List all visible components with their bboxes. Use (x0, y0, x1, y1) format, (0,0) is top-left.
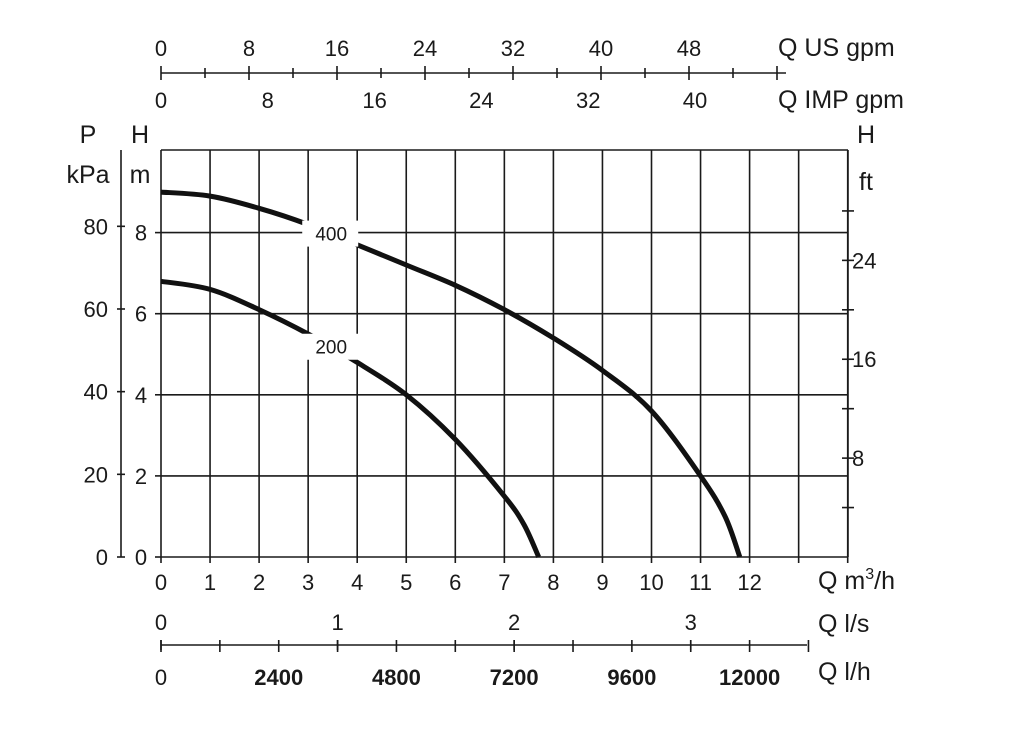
curve-label-bg-200 (302, 333, 359, 360)
tick-label-m3h: 7 (498, 570, 510, 595)
tick-label-imp-gpm: 8 (262, 88, 274, 113)
tick-label-h-ft: 24 (852, 248, 876, 273)
axis-title-m: m (130, 161, 151, 189)
tick-label-h-m: 0 (135, 545, 147, 570)
tick-label-m3h: 9 (596, 570, 608, 595)
tick-label-lh: 4800 (372, 665, 421, 690)
tick-label-ls: 0 (155, 610, 167, 635)
tick-label-us-gpm: 16 (325, 36, 349, 61)
axis-title-q-lh: Q l/h (818, 658, 871, 686)
tick-label-m3h: 12 (737, 570, 761, 595)
tick-label-lh: 0 (155, 665, 167, 690)
tick-label-h-ft: 16 (852, 347, 876, 372)
axis-title-q-m3h-prefix: Q m (818, 567, 865, 595)
tick-label-h-ft: 8 (852, 446, 864, 471)
tick-label-m3h: 2 (253, 570, 265, 595)
curve-label-200: 200 (315, 338, 347, 359)
tick-label-m3h: 4 (351, 570, 363, 595)
tick-label-imp-gpm: 16 (362, 88, 386, 113)
axis-title-q-m3h-suffix: /h (874, 567, 895, 595)
tick-label-kpa: 40 (84, 380, 108, 405)
tick-label-m3h: 1 (204, 570, 216, 595)
tick-label-ls: 1 (331, 610, 343, 635)
axes: 0 8 16 24 32 40 480 8 16 24 32 40020406080024688162… (84, 36, 877, 690)
tick-label-us-gpm: 24 (413, 36, 437, 61)
tick-label-us-gpm: 32 (501, 36, 525, 61)
tick-label-ls: 2 (508, 610, 520, 635)
tick-label-lh: 9600 (607, 665, 656, 690)
tick-label-kpa: 20 (84, 462, 108, 487)
curve-200 (160, 278, 541, 559)
axis-title-q-ls: Q l/s (818, 610, 869, 638)
tick-label-m3h: 6 (449, 570, 461, 595)
tick-label-m3h: 0 (155, 570, 167, 595)
tick-label-h-m: 2 (135, 464, 147, 489)
tick-label-imp-gpm: 40 (683, 88, 707, 113)
axis-title-h-left: H (131, 121, 149, 149)
tick-label-us-gpm: 0 (155, 36, 167, 61)
tick-label-lh: 12000 (719, 665, 780, 690)
tick-label-h-m: 4 (135, 383, 147, 408)
axis-title-q-imp-gpm: Q IMP gpm (778, 86, 904, 114)
tick-label-m3h: 3 (302, 570, 314, 595)
axis-title-ft: ft (859, 168, 873, 196)
tick-label-m3h: 8 (547, 570, 559, 595)
tick-label-ls: 3 (685, 610, 697, 635)
tick-label-kpa: 60 (84, 297, 108, 322)
tick-label-m3h: 11 (689, 570, 712, 595)
tick-label-imp-gpm: 0 (155, 88, 167, 113)
curve-400 (160, 189, 743, 558)
tick-label-m3h: 5 (400, 570, 412, 595)
tick-label-h-m: 8 (135, 221, 147, 246)
tick-label-kpa: 80 (84, 214, 108, 239)
curves: 400 200 (160, 189, 743, 559)
tick-label-m3h: 10 (639, 570, 663, 595)
tick-label-lh: 7200 (490, 665, 539, 690)
curve-label-bg-400 (302, 220, 359, 247)
tick-label-imp-gpm: 24 (469, 88, 493, 113)
axis-title-h-right: H (857, 121, 875, 149)
tick-label-us-gpm: 40 (589, 36, 613, 61)
tick-label-us-gpm: 8 (243, 36, 255, 61)
tick-label-kpa: 0 (96, 545, 108, 570)
tick-label-h-m: 6 (135, 302, 147, 327)
axis-title-q-us-gpm: Q US gpm (778, 34, 895, 62)
axis-title-p: P (80, 121, 97, 149)
axis-title-q-m3h-sup: 3 (865, 566, 874, 583)
axis-title-q-m3h: Q m3/h (818, 566, 895, 595)
tick-label-lh: 2400 (254, 665, 303, 690)
tick-label-us-gpm: 48 (677, 36, 701, 61)
axis-title-kpa: kPa (66, 161, 109, 189)
curve-label-400: 400 (315, 225, 347, 246)
tick-label-imp-gpm: 32 (576, 88, 600, 113)
